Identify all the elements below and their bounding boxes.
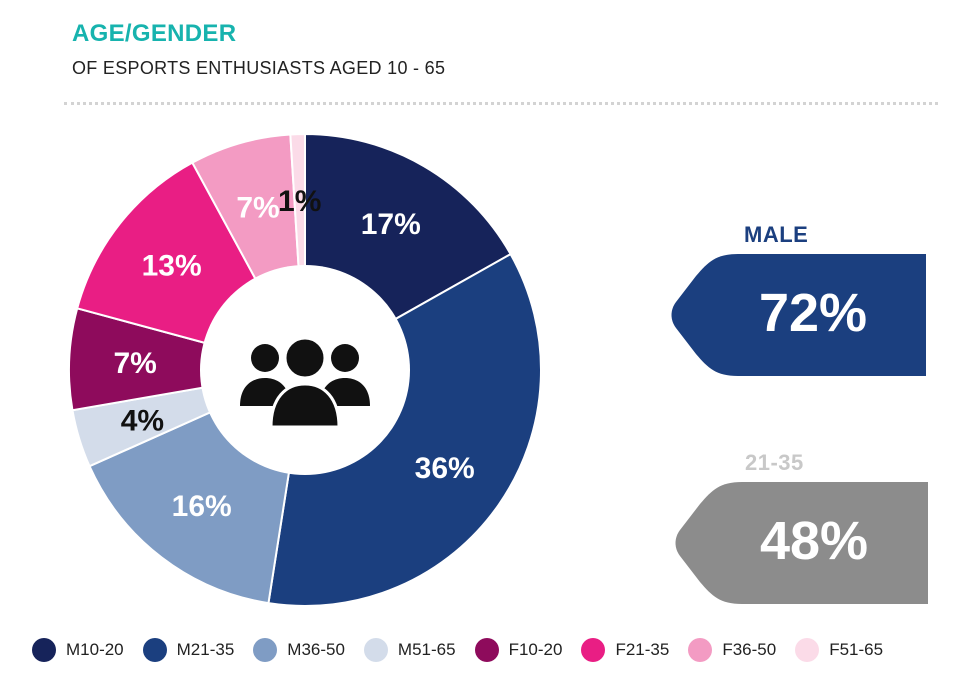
legend-item-f36-50: F36-50 xyxy=(688,638,776,662)
slice-label-f51-65: 1% xyxy=(278,185,321,218)
age-group-label: 21-35 xyxy=(745,450,804,475)
legend-label: F51-65 xyxy=(829,640,884,659)
legend-swatch xyxy=(795,638,820,662)
age-arrow-box xyxy=(675,482,928,604)
legend-swatch xyxy=(581,638,606,662)
slice-label-f21-35: 13% xyxy=(142,250,202,283)
legend-item-f51-65: F51-65 xyxy=(795,638,883,662)
chart-legend: M10-20 M21-35 M36-50 M51-65 F10-20 F21-35 F36-… xyxy=(32,638,902,662)
slice-label-m10-20: 17% xyxy=(361,208,421,241)
slice-label-m36-50: 16% xyxy=(172,490,232,523)
slice-label-m51-65: 4% xyxy=(121,405,164,438)
legend-swatch xyxy=(474,638,499,662)
legend-label: F10-20 xyxy=(508,640,563,659)
legend-item-m36-50: M36-50 xyxy=(253,638,345,662)
slice-m21-35 xyxy=(267,252,542,607)
slice-f10-20 xyxy=(68,307,306,412)
chart-subtitle: OF ESPORTS ENTHUSIASTS AGED 10 - 65 xyxy=(72,58,446,78)
male-label: MALE xyxy=(744,222,809,247)
legend-label: F21-35 xyxy=(615,640,670,659)
legend-swatch xyxy=(363,638,388,662)
legend-item-m51-65: M51-65 xyxy=(363,638,456,662)
legend-label: F36-50 xyxy=(722,640,777,659)
legend-label: M10-20 xyxy=(66,640,124,659)
male-percent: 72% xyxy=(758,283,868,343)
chart-title: AGE/GENDER xyxy=(72,20,237,47)
group-people-icon xyxy=(240,336,370,429)
slice-labels: 17%36%16%4%7%13%7%1% xyxy=(114,185,475,523)
legend-swatch xyxy=(32,638,56,662)
legend-item-m10-20: M10-20 xyxy=(32,638,124,662)
slice-label-f36-50: 7% xyxy=(236,192,279,225)
legend-swatch xyxy=(688,638,713,662)
legend-item-f10-20: F10-20 xyxy=(474,638,563,662)
legend-item-f21-35: F21-35 xyxy=(581,638,669,662)
legend-item-m21-35: M21-35 xyxy=(142,638,235,662)
male-arrow-box xyxy=(671,254,926,376)
legend-swatch xyxy=(253,638,278,662)
legend-label: M21-35 xyxy=(176,640,235,659)
slice-label-m21-35: 36% xyxy=(415,452,475,485)
age-group-percent: 48% xyxy=(759,511,869,571)
dotted-divider xyxy=(64,102,938,105)
legend-label: M51-65 xyxy=(397,640,456,659)
slice-label-f10-20: 7% xyxy=(114,347,157,380)
legend-swatch xyxy=(142,638,167,662)
legend-label: M36-50 xyxy=(287,640,345,659)
